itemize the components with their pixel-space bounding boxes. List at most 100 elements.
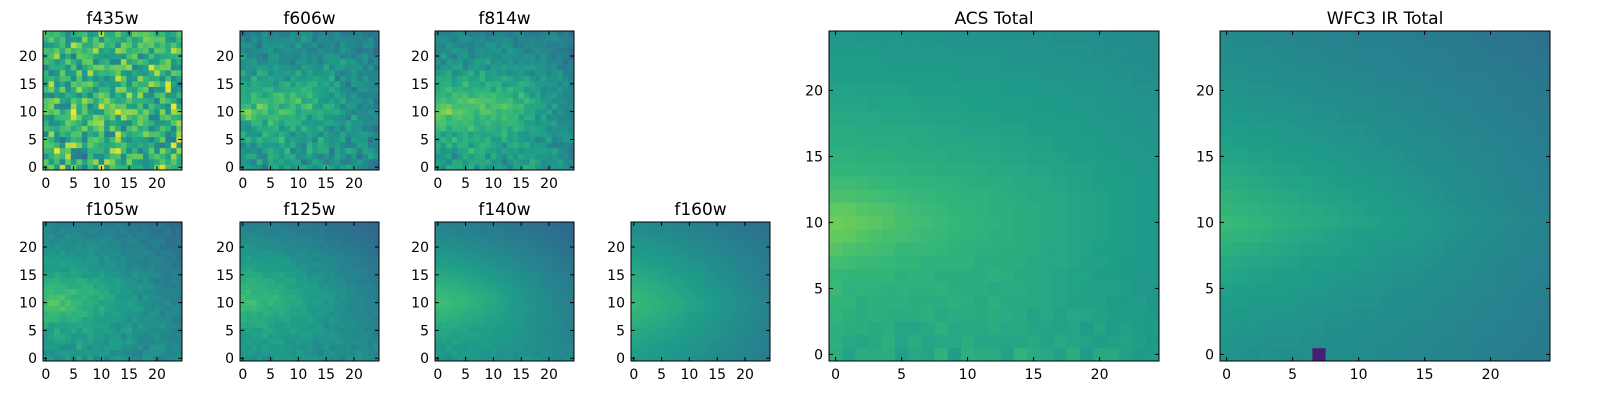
heatmap-cell	[868, 308, 883, 322]
heatmap-cell	[273, 136, 280, 143]
heatmap-cell	[446, 142, 453, 149]
heatmap-cell	[262, 233, 269, 240]
heatmap-cell	[70, 103, 77, 110]
heatmap-cell	[501, 114, 508, 121]
heatmap-cell	[367, 75, 374, 82]
heatmap-cell	[681, 299, 687, 306]
heatmap-cell	[165, 92, 172, 99]
heatmap-cell	[568, 294, 575, 301]
heatmap-cell	[457, 316, 464, 323]
heatmap-cell	[479, 333, 486, 340]
heatmap-cell	[59, 272, 66, 278]
heatmap-cell	[714, 338, 721, 345]
heatmap-cell	[451, 338, 458, 345]
heatmap-cell	[719, 244, 726, 251]
heatmap-cell	[306, 69, 313, 76]
heatmap-cell	[273, 255, 280, 262]
heatmap-cell	[961, 255, 975, 269]
heatmap-cell	[301, 114, 308, 121]
heatmap-cell	[490, 288, 497, 295]
heatmap-cell	[65, 69, 72, 76]
heatmap-cell	[278, 92, 285, 99]
heatmap-cell	[240, 42, 246, 49]
heatmap-cell	[334, 344, 341, 351]
heatmap-cell	[284, 260, 291, 267]
heatmap-cell	[568, 283, 575, 290]
heatmap-cell	[736, 333, 743, 340]
heatmap-cell	[653, 222, 660, 228]
heatmap-cell	[65, 222, 72, 228]
heatmap-cell	[367, 36, 374, 43]
heatmap-cell	[76, 238, 83, 245]
heatmap-cell	[59, 69, 66, 76]
heatmap-cell	[764, 344, 771, 351]
heatmap-cell	[435, 114, 441, 121]
heatmap-cell	[562, 42, 569, 49]
heatmap-cell	[1066, 176, 1081, 190]
heatmap-cell	[703, 255, 710, 262]
heatmap-cell	[159, 31, 166, 37]
heatmap-cell	[154, 75, 161, 82]
heatmap-cell	[334, 316, 341, 323]
heatmap-cell	[115, 158, 122, 165]
heatmap-cell	[109, 119, 116, 126]
heatmap-cell	[159, 344, 166, 351]
heatmap-cell	[961, 202, 975, 217]
heatmap-cell	[947, 163, 962, 177]
heatmap-cell	[131, 322, 138, 329]
heatmap-cell	[658, 266, 665, 273]
heatmap-cell	[81, 272, 88, 278]
heatmap-cell	[362, 227, 369, 234]
heatmap-cell	[93, 58, 99, 65]
heatmap-cell	[501, 69, 508, 76]
heatmap-cell	[98, 283, 105, 290]
heatmap-cell	[159, 147, 166, 154]
heatmap-cell	[251, 103, 258, 110]
heatmap-cell	[98, 97, 105, 104]
heatmap-cell	[284, 327, 291, 334]
heatmap-cell	[328, 244, 335, 251]
heatmap-cell	[496, 69, 503, 76]
heatmap-cell	[451, 344, 458, 351]
y-tick-label: 5	[420, 132, 429, 148]
heatmap-cell	[176, 147, 183, 154]
heatmap-cell	[908, 255, 922, 269]
heatmap-cell	[747, 305, 754, 312]
heatmap-cell	[301, 349, 308, 356]
heatmap-cell	[468, 136, 475, 143]
heatmap-cell	[351, 53, 358, 60]
heatmap-cell	[562, 75, 569, 82]
heatmap-cell	[551, 310, 558, 317]
heatmap-cell	[658, 272, 665, 278]
heatmap-cell	[290, 119, 296, 126]
heatmap-cell	[262, 75, 269, 82]
heatmap-cell	[568, 349, 575, 356]
heatmap-cell	[81, 136, 88, 143]
heatmap-cell	[462, 260, 469, 267]
heatmap-cell	[323, 227, 330, 234]
heatmap-cell	[154, 81, 161, 87]
heatmap-cell	[176, 64, 183, 71]
heatmap-cell	[93, 108, 99, 115]
heatmap-cell	[367, 97, 374, 104]
heatmap-cell	[540, 119, 547, 126]
heatmap-cell	[719, 227, 726, 234]
heatmap-cell	[507, 310, 514, 317]
heatmap-cell	[1079, 255, 1094, 269]
heatmap-cell	[267, 153, 274, 160]
heatmap-cell	[98, 322, 105, 329]
heatmap-cell	[557, 81, 564, 87]
heatmap-cell	[523, 64, 530, 71]
heatmap-cell	[306, 97, 313, 104]
heatmap-cell	[373, 294, 380, 301]
axes-frame	[434, 221, 575, 362]
heatmap-cell	[54, 125, 61, 132]
heatmap-cell	[262, 58, 269, 65]
heatmap-cell	[451, 64, 458, 71]
heatmap-cell	[947, 215, 962, 230]
heatmap-cell	[317, 260, 324, 267]
heatmap-cell	[137, 58, 144, 65]
heatmap-cell	[70, 158, 77, 165]
heatmap-cell	[143, 244, 150, 251]
